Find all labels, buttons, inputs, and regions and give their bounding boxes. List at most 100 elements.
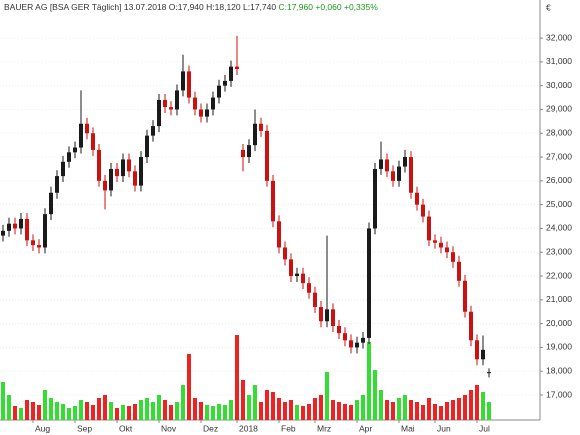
volume-bar bbox=[325, 372, 329, 420]
candle-body bbox=[199, 109, 203, 117]
volume-bar bbox=[379, 390, 383, 420]
candle-body bbox=[193, 97, 197, 110]
volume-bar bbox=[481, 392, 485, 420]
y-tick-label: 22,000 bbox=[546, 270, 572, 280]
volume-bar bbox=[169, 405, 173, 420]
volume-bar bbox=[115, 408, 119, 420]
candle-body bbox=[103, 180, 107, 191]
volume-bar bbox=[487, 402, 491, 420]
y-tick-label: 17,000 bbox=[546, 389, 572, 399]
candle-body bbox=[235, 66, 239, 70]
candle-body bbox=[7, 223, 11, 231]
x-tick-label: Feb bbox=[281, 423, 296, 433]
y-tick-label: 30,000 bbox=[546, 80, 572, 90]
volume-bar bbox=[187, 354, 191, 420]
volume-bar bbox=[445, 402, 449, 420]
candle-body bbox=[97, 149, 101, 181]
volume-bar bbox=[175, 402, 179, 420]
candle-body bbox=[151, 126, 155, 136]
volume-bar bbox=[259, 402, 263, 420]
volume-bar bbox=[427, 398, 431, 420]
candle-body bbox=[157, 99, 161, 127]
candle-body bbox=[343, 333, 347, 341]
volume-bar bbox=[181, 385, 185, 420]
candle-body bbox=[181, 71, 185, 91]
candle-body bbox=[277, 221, 281, 248]
candle-body bbox=[421, 204, 425, 217]
candle-body bbox=[91, 133, 95, 150]
volume-bar bbox=[319, 395, 323, 420]
candle-body bbox=[163, 99, 167, 108]
candle-body bbox=[31, 240, 35, 246]
candle-body bbox=[253, 123, 257, 146]
y-tick-label: 18,000 bbox=[546, 365, 572, 375]
volume-bar bbox=[199, 402, 203, 420]
volume-bar bbox=[31, 402, 35, 420]
volume-bar bbox=[97, 398, 101, 420]
volume-bar bbox=[391, 402, 395, 420]
volume-bar bbox=[331, 400, 335, 420]
volume-bar bbox=[349, 405, 353, 420]
volume-bar bbox=[217, 404, 221, 420]
candle-body bbox=[385, 159, 389, 172]
volume-bar bbox=[205, 405, 209, 420]
y-tick-label: 21,000 bbox=[546, 294, 572, 304]
volume-bar bbox=[121, 405, 125, 420]
x-tick-label: Nov bbox=[161, 423, 177, 433]
candle-body bbox=[133, 171, 137, 186]
candle-body bbox=[1, 230, 5, 236]
x-tick-label: Mai bbox=[401, 423, 415, 433]
header-open: O:17,940 bbox=[169, 2, 204, 12]
volume-bar bbox=[307, 404, 311, 420]
volume-bar bbox=[337, 402, 341, 420]
candle-body bbox=[247, 145, 251, 158]
volume-bar bbox=[367, 342, 371, 420]
candle-body bbox=[37, 245, 41, 248]
volume-bar bbox=[421, 405, 425, 420]
candle-body bbox=[139, 157, 143, 186]
volume-bar bbox=[271, 392, 275, 420]
volume-bar bbox=[103, 395, 107, 420]
y-tick-label: 32,000 bbox=[546, 32, 572, 42]
candle-body bbox=[427, 216, 431, 241]
candle-body bbox=[445, 247, 449, 253]
candle-body bbox=[211, 97, 215, 110]
volume-bar bbox=[415, 402, 419, 420]
volume-bar bbox=[355, 400, 359, 420]
header-low: L:17,740 bbox=[243, 2, 276, 12]
candle-body bbox=[397, 166, 401, 181]
candle-body bbox=[469, 311, 473, 341]
candle-body bbox=[319, 306, 323, 322]
volume-bar bbox=[151, 402, 155, 420]
candle-body bbox=[295, 273, 299, 277]
candle-body bbox=[439, 242, 443, 248]
candle-body bbox=[67, 152, 71, 162]
header: BAUER AG [BSA GER Täglich] 13.07.2018 O:… bbox=[4, 2, 378, 12]
volume-bar bbox=[373, 370, 377, 420]
candle-body bbox=[223, 80, 227, 86]
volume-bar bbox=[139, 400, 143, 420]
volume-bar bbox=[157, 395, 161, 420]
volume-bar bbox=[277, 398, 281, 420]
candle-body bbox=[73, 147, 77, 153]
header-change: +0,060 bbox=[315, 2, 342, 12]
x-tick-label: Apr bbox=[359, 423, 372, 433]
candle-body bbox=[19, 218, 23, 229]
x-tick-label: Jul bbox=[479, 423, 490, 433]
candle-body bbox=[475, 340, 479, 360]
volume-bar bbox=[43, 390, 47, 420]
candle-body bbox=[13, 223, 17, 229]
candle-body bbox=[463, 280, 467, 312]
candle-body bbox=[49, 192, 53, 215]
y-tick-label: 25,000 bbox=[546, 199, 572, 209]
volume-bar bbox=[253, 385, 257, 420]
candle-body bbox=[115, 168, 119, 177]
volume-bar bbox=[313, 398, 317, 420]
volume-bar bbox=[433, 404, 437, 420]
volume-bar bbox=[19, 408, 23, 420]
candle-body bbox=[313, 292, 317, 307]
volume-bar bbox=[73, 406, 77, 420]
x-tick-label: 2018 bbox=[239, 423, 258, 433]
candle-body bbox=[229, 66, 233, 81]
